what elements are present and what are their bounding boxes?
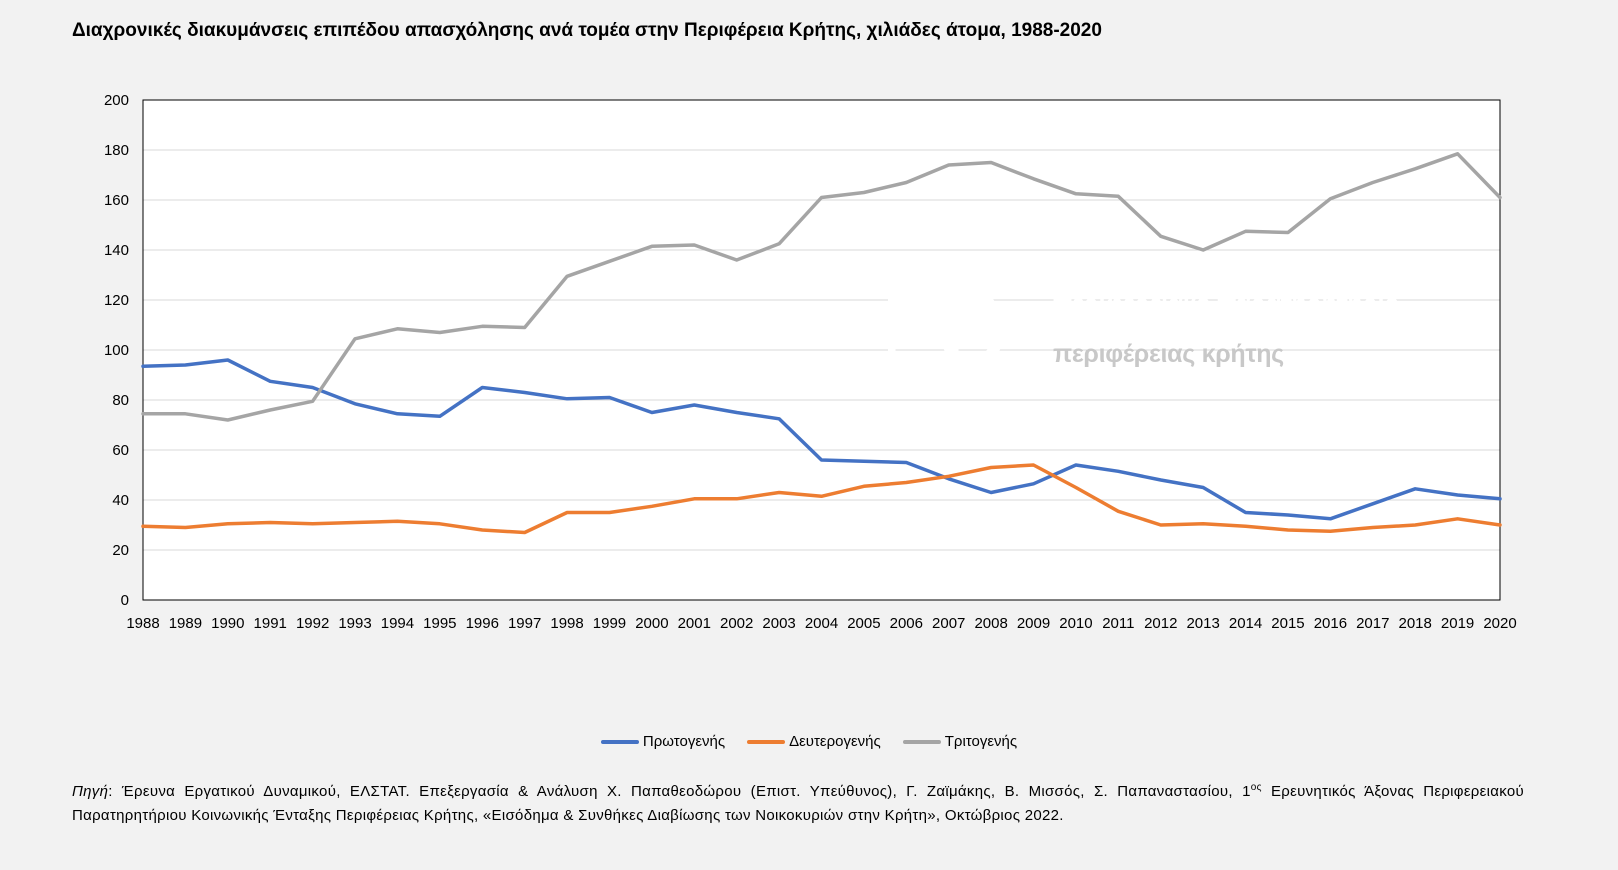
x-tick-label-1992: 1992	[296, 615, 329, 632]
x-tick-label-1989: 1989	[169, 615, 202, 632]
y-tick-label-80: 80	[112, 392, 129, 409]
legend-item-tertiary: Τριτογενής	[902, 733, 1018, 750]
y-tick-label-160: 160	[104, 192, 129, 209]
legend-swatch-primary	[600, 739, 639, 744]
chart-title: Διαχρονικές διακυμάνσεις επιπέδου απασχό…	[72, 20, 1102, 41]
watermark-line-1: περιφερειακό παρατηρητήριο	[1053, 290, 1400, 318]
x-tick-label-2001: 2001	[678, 615, 711, 632]
source-label: Πηγή	[72, 783, 109, 800]
source-text-2: Ερευνητικός Άξονας Περιφερειακού Παρατηρ…	[72, 783, 1524, 824]
y-tick-label-0: 0	[121, 592, 129, 609]
x-tick-label-1997: 1997	[508, 615, 541, 632]
y-tick-label-40: 40	[112, 492, 129, 509]
x-tick-label-2018: 2018	[1399, 615, 1432, 632]
x-tick-label-2013: 2013	[1186, 615, 1219, 632]
x-tick-label-2005: 2005	[847, 615, 880, 632]
source-superscript: ος	[1250, 782, 1262, 793]
legend-item-primary: Πρωτογενής	[600, 733, 726, 750]
x-tick-label-2003: 2003	[762, 615, 795, 632]
x-tick-label-2016: 2016	[1314, 615, 1347, 632]
x-tick-label-1991: 1991	[254, 615, 287, 632]
watermark-line-2: κοινωνικής ένταξης	[1053, 315, 1279, 343]
legend-swatch-secondary	[747, 739, 786, 744]
x-tick-label-1998: 1998	[550, 615, 583, 632]
y-tick-label-140: 140	[104, 242, 129, 259]
x-tick-label-2020: 2020	[1483, 615, 1516, 632]
x-tick-label-2007: 2007	[932, 615, 965, 632]
series-line-2	[141, 463, 1502, 535]
x-tick-label-1990: 1990	[211, 615, 244, 632]
x-tick-label-1999: 1999	[593, 615, 626, 632]
x-tick-label-2009: 2009	[1017, 615, 1050, 632]
x-tick-label-2006: 2006	[890, 615, 923, 632]
x-tick-label-2004: 2004	[805, 615, 838, 632]
watermark-line-3: περιφέρειας κρήτης	[1053, 340, 1284, 368]
x-tick-label-2019: 2019	[1441, 615, 1474, 632]
legend-item-secondary: Δευτερογενής	[747, 733, 881, 750]
y-tick-label-20: 20	[112, 542, 129, 559]
y-tick-label-60: 60	[112, 442, 129, 459]
y-tick-label-120: 120	[104, 292, 129, 309]
x-tick-label-2017: 2017	[1356, 615, 1389, 632]
x-tick-label-2000: 2000	[635, 615, 668, 632]
x-tick-label-2011: 2011	[1102, 615, 1134, 632]
watermark-logo: περιφερειακό παρατηρητήριο κοινωνικής έν…	[888, 290, 1448, 370]
plot-border	[142, 99, 1501, 601]
line-chart: 0 20 40 60 80 100 120 140 160 180 200 1988 1989 1990 1…	[104, 92, 1517, 632]
chart-legend: Πρωτογενής Δευτερογενής Τριτογενής	[0, 733, 1618, 750]
series-line-1	[141, 358, 1502, 521]
x-tick-label-2014: 2014	[1229, 615, 1262, 632]
observatory-logo-icon	[888, 293, 1008, 364]
x-tick-label-2002: 2002	[720, 615, 753, 632]
x-tick-label-1996: 1996	[466, 615, 499, 632]
series-line-3	[141, 152, 1502, 422]
x-tick-label-1995: 1995	[423, 615, 456, 632]
x-tick-label-2015: 2015	[1271, 615, 1304, 632]
legend-label-primary: Πρωτογενής	[642, 733, 726, 750]
legend-swatch-tertiary	[902, 739, 941, 744]
source-note: Πηγή: Έρευνα Εργατικού Δυναμικού, ΕΛΣΤΑΤ…	[72, 776, 1524, 828]
y-tick-label-200: 200	[104, 92, 129, 109]
x-tick-label-2010: 2010	[1059, 615, 1092, 632]
x-tick-label-1993: 1993	[338, 615, 371, 632]
y-tick-label-100: 100	[104, 342, 129, 359]
x-tick-label-2008: 2008	[974, 615, 1007, 632]
legend-label-secondary: Δευτερογενής	[789, 733, 881, 750]
source-text-1: : Έρευνα Εργατικού Δυναμικού, ΕΛΣΤΑΤ. Επ…	[108, 783, 1251, 800]
legend-label-tertiary: Τριτογενής	[944, 733, 1018, 750]
y-tick-label-180: 180	[104, 142, 129, 159]
x-tick-label-2012: 2012	[1144, 615, 1177, 632]
x-tick-label-1994: 1994	[381, 615, 414, 632]
x-tick-label-1988: 1988	[126, 615, 159, 632]
